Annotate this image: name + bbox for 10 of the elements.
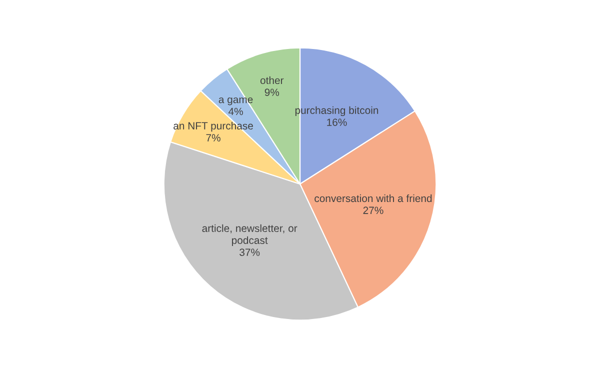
data-label: 7% [206, 134, 220, 142]
data-label: 9% [264, 88, 280, 96]
slice-label: article, newsletter, or podcast [202, 224, 298, 246]
data-label: 16% [327, 118, 347, 126]
data-label: 4% [228, 108, 243, 116]
slice-label: a game [218, 97, 253, 106]
data-label: 27% [363, 206, 384, 214]
slice-label: conversation with a friend [314, 194, 432, 202]
slice-label: other [260, 76, 284, 84]
data-label: 37% [240, 248, 260, 256]
